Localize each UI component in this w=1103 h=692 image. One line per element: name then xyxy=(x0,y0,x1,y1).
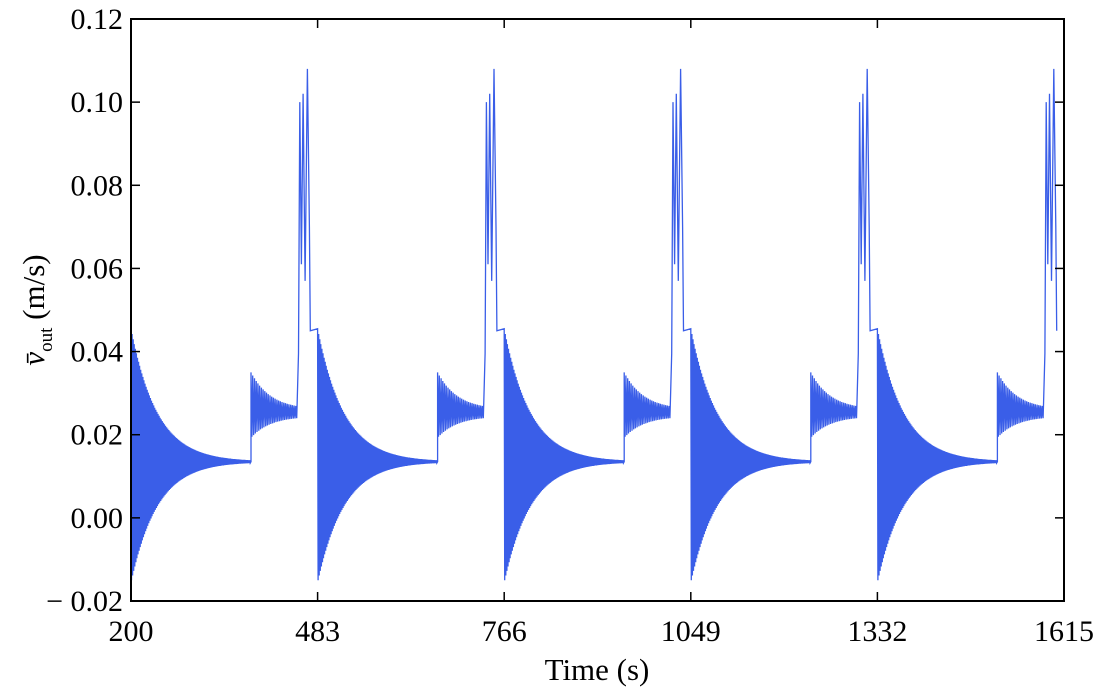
axis-ticks xyxy=(130,18,1065,602)
y-axis-symbol: v̄ xyxy=(16,352,51,366)
x-axis-title: Time (s) xyxy=(545,652,650,687)
x-tick-label: 483 xyxy=(295,615,340,648)
y-tick-label: 0.10 xyxy=(71,86,124,119)
y-tick-label: 0.12 xyxy=(71,3,124,36)
velocity-series-line xyxy=(130,68,1058,581)
y-tick-label: 0.04 xyxy=(71,336,124,369)
x-tick-label: 766 xyxy=(482,615,527,648)
x-tick-label: 1332 xyxy=(847,615,907,648)
svg-text:v̄out (m/s): v̄out (m/s) xyxy=(16,254,57,365)
y-tick-label: 0.00 xyxy=(71,502,124,535)
x-tick-label: 1049 xyxy=(661,615,721,648)
y-tick-label: 0.08 xyxy=(71,169,124,202)
y-tick-label: 0.02 xyxy=(71,419,124,452)
y-tick-label: 0.06 xyxy=(71,252,124,285)
y-axis-title: v̄out (m/s) xyxy=(16,254,57,365)
y-tick-label: − 0.02 xyxy=(46,585,123,618)
axis-tick-labels: 200 483 766 1049 1332 1615 − 0.02 0.00 0.02 0.04 0… xyxy=(46,3,1094,648)
x-tick-label: 1615 xyxy=(1034,615,1094,648)
series-line-group xyxy=(130,68,1058,581)
x-tick-label: 200 xyxy=(109,615,154,648)
plot-frame xyxy=(130,18,1065,602)
y-axis-subscript: out xyxy=(36,327,57,352)
y-axis-unit: (m/s) xyxy=(16,254,51,327)
